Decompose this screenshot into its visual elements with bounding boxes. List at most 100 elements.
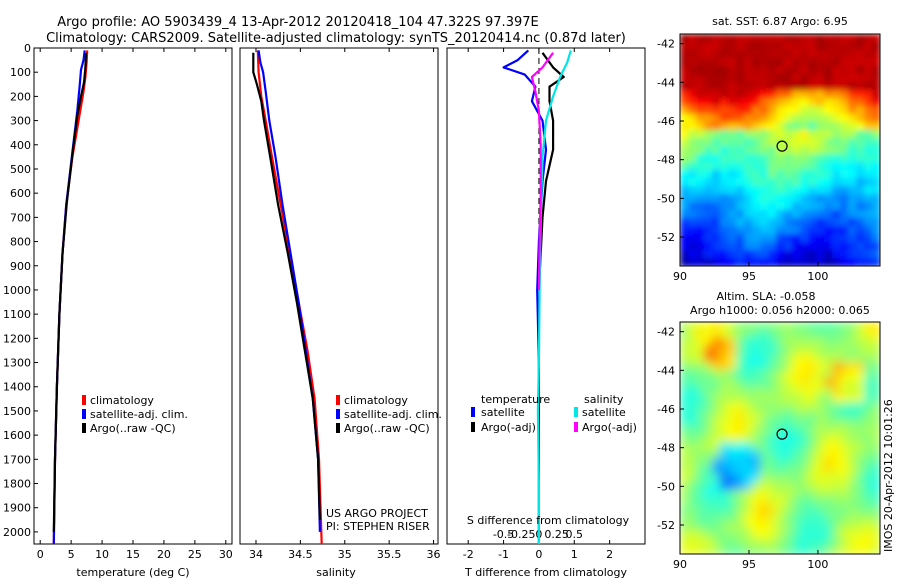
sla-cell <box>808 354 817 363</box>
sst-cell <box>752 98 761 107</box>
sla-cell <box>872 346 880 355</box>
sla-cell <box>848 490 857 499</box>
sst-cell <box>736 194 745 203</box>
sst-cell <box>704 58 713 67</box>
sla-cell <box>792 322 801 331</box>
sla-cell <box>800 474 809 483</box>
sla-cell <box>808 458 817 467</box>
sla-cell <box>856 442 865 451</box>
sla-cell <box>840 322 849 331</box>
sst-cell <box>776 42 785 51</box>
sla-cell <box>768 482 777 491</box>
sst-cell <box>736 226 745 235</box>
sst-cell <box>840 234 849 243</box>
sst-cell <box>832 170 841 179</box>
sla-cell <box>816 450 825 459</box>
sst-cell <box>744 226 753 235</box>
sst-cell <box>816 170 825 179</box>
sla-cell <box>680 378 689 387</box>
sla-cell <box>704 434 713 443</box>
sla-cell <box>800 506 809 515</box>
sst-cell <box>768 58 777 67</box>
sst-cell <box>856 82 865 91</box>
sla-cell <box>728 522 737 531</box>
sst-cell <box>800 98 809 107</box>
x-tick-label: 1 <box>571 548 578 561</box>
sst-cell <box>712 106 721 115</box>
sst-cell <box>848 234 857 243</box>
sla-cell <box>808 498 817 507</box>
sla-cell <box>720 370 729 379</box>
sla-cell <box>776 322 785 331</box>
sla-cell <box>760 538 769 547</box>
sla-cell <box>744 450 753 459</box>
sla-cell <box>736 522 745 531</box>
x-tick-label: 95 <box>742 270 756 283</box>
sst-cell <box>728 210 737 219</box>
sla-cell <box>752 474 761 483</box>
sla-cell <box>744 434 753 443</box>
sla-cell <box>784 346 793 355</box>
sla-cell <box>848 506 857 515</box>
sst-cell <box>768 90 777 99</box>
y-tick-label: 700 <box>10 211 31 224</box>
sst-cell <box>744 186 753 195</box>
sst-cell <box>800 194 809 203</box>
sla-cell <box>728 346 737 355</box>
sst-cell <box>712 170 721 179</box>
sla-cell <box>704 330 713 339</box>
sst-cell <box>864 42 873 51</box>
sst-cell <box>760 34 769 43</box>
sst-cell <box>784 202 793 211</box>
sst-cell <box>728 218 737 227</box>
sla-cell <box>840 546 849 554</box>
sst-cell <box>864 154 873 163</box>
sla-cell <box>840 434 849 443</box>
sla-cell <box>864 338 873 347</box>
sla-cell <box>712 514 721 523</box>
sla-cell <box>688 402 697 411</box>
sla-cell <box>824 538 833 547</box>
sst-cell <box>816 90 825 99</box>
sla-cell <box>792 338 801 347</box>
sla-cell <box>864 546 873 554</box>
sla-map-panel: Altim. SLA: -0.058 Argo h1000: 0.056 h20… <box>657 290 895 571</box>
sst-cell <box>816 130 825 139</box>
sst-cell <box>696 138 705 147</box>
sla-cell <box>808 370 817 379</box>
sla-cell <box>680 434 689 443</box>
sla-cell <box>736 410 745 419</box>
sst-cell <box>784 178 793 187</box>
sst-cell <box>712 114 721 123</box>
sla-cell <box>696 418 705 427</box>
sst-cell <box>752 130 761 139</box>
sla-cell <box>824 370 833 379</box>
sst-cell <box>816 146 825 155</box>
sla-cell <box>744 370 753 379</box>
sla-cell <box>728 466 737 475</box>
sst-cell <box>696 122 705 131</box>
sla-cell <box>792 514 801 523</box>
sst-cell <box>792 74 801 83</box>
sst-cell <box>704 98 713 107</box>
sst-cell <box>736 234 745 243</box>
sla-cell <box>760 394 769 403</box>
sla-cell <box>776 338 785 347</box>
sst-cell <box>840 66 849 75</box>
x-tick-label: 100 <box>807 558 828 571</box>
sst-cell <box>680 66 689 75</box>
sla-cell <box>720 506 729 515</box>
sst-cell <box>872 106 880 115</box>
x-tick-label: -2 <box>463 548 474 561</box>
sla-cell <box>720 498 729 507</box>
sla-cell <box>856 418 865 427</box>
sst-cell <box>800 66 809 75</box>
sst-cell <box>856 234 865 243</box>
sla-cell <box>696 466 705 475</box>
sla-cell <box>688 498 697 507</box>
sla-cell <box>792 530 801 539</box>
sst-cell <box>832 138 841 147</box>
y-tick-label: -48 <box>657 442 675 455</box>
sst-cell <box>744 146 753 155</box>
sst-cell <box>768 210 777 219</box>
